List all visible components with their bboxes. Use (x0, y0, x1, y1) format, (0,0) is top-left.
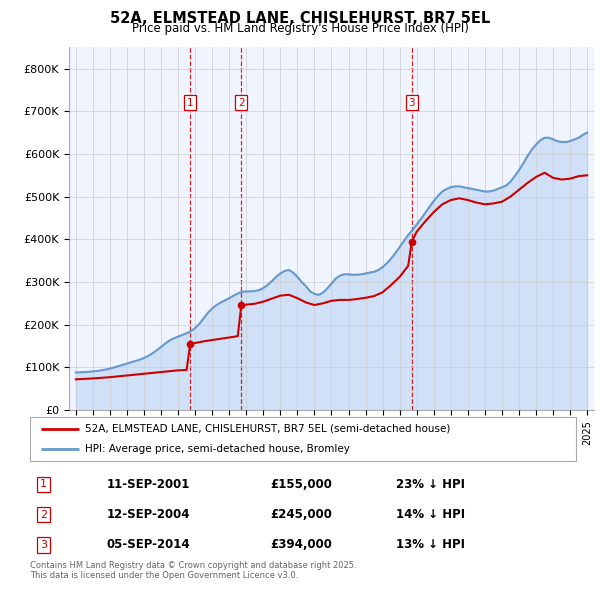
Text: 52A, ELMSTEAD LANE, CHISLEHURST, BR7 5EL (semi-detached house): 52A, ELMSTEAD LANE, CHISLEHURST, BR7 5EL… (85, 424, 450, 434)
Text: 3: 3 (409, 98, 415, 108)
Text: 05-SEP-2014: 05-SEP-2014 (106, 538, 190, 551)
Text: 12-SEP-2004: 12-SEP-2004 (106, 508, 190, 521)
Text: 23% ↓ HPI: 23% ↓ HPI (396, 478, 465, 491)
Text: 2: 2 (238, 98, 245, 108)
Text: 1: 1 (40, 480, 47, 489)
Text: Price paid vs. HM Land Registry's House Price Index (HPI): Price paid vs. HM Land Registry's House … (131, 22, 469, 35)
Text: HPI: Average price, semi-detached house, Bromley: HPI: Average price, semi-detached house,… (85, 444, 349, 454)
Text: 52A, ELMSTEAD LANE, CHISLEHURST, BR7 5EL: 52A, ELMSTEAD LANE, CHISLEHURST, BR7 5EL (110, 11, 490, 25)
Text: £394,000: £394,000 (270, 538, 332, 551)
Text: £245,000: £245,000 (270, 508, 332, 521)
Text: 11-SEP-2001: 11-SEP-2001 (106, 478, 190, 491)
Text: 1: 1 (187, 98, 193, 108)
Text: 2: 2 (40, 510, 47, 520)
Text: 3: 3 (40, 540, 47, 550)
Text: Contains HM Land Registry data © Crown copyright and database right 2025.
This d: Contains HM Land Registry data © Crown c… (30, 560, 356, 580)
Text: 13% ↓ HPI: 13% ↓ HPI (396, 538, 465, 551)
Text: 14% ↓ HPI: 14% ↓ HPI (396, 508, 465, 521)
Text: £155,000: £155,000 (270, 478, 332, 491)
